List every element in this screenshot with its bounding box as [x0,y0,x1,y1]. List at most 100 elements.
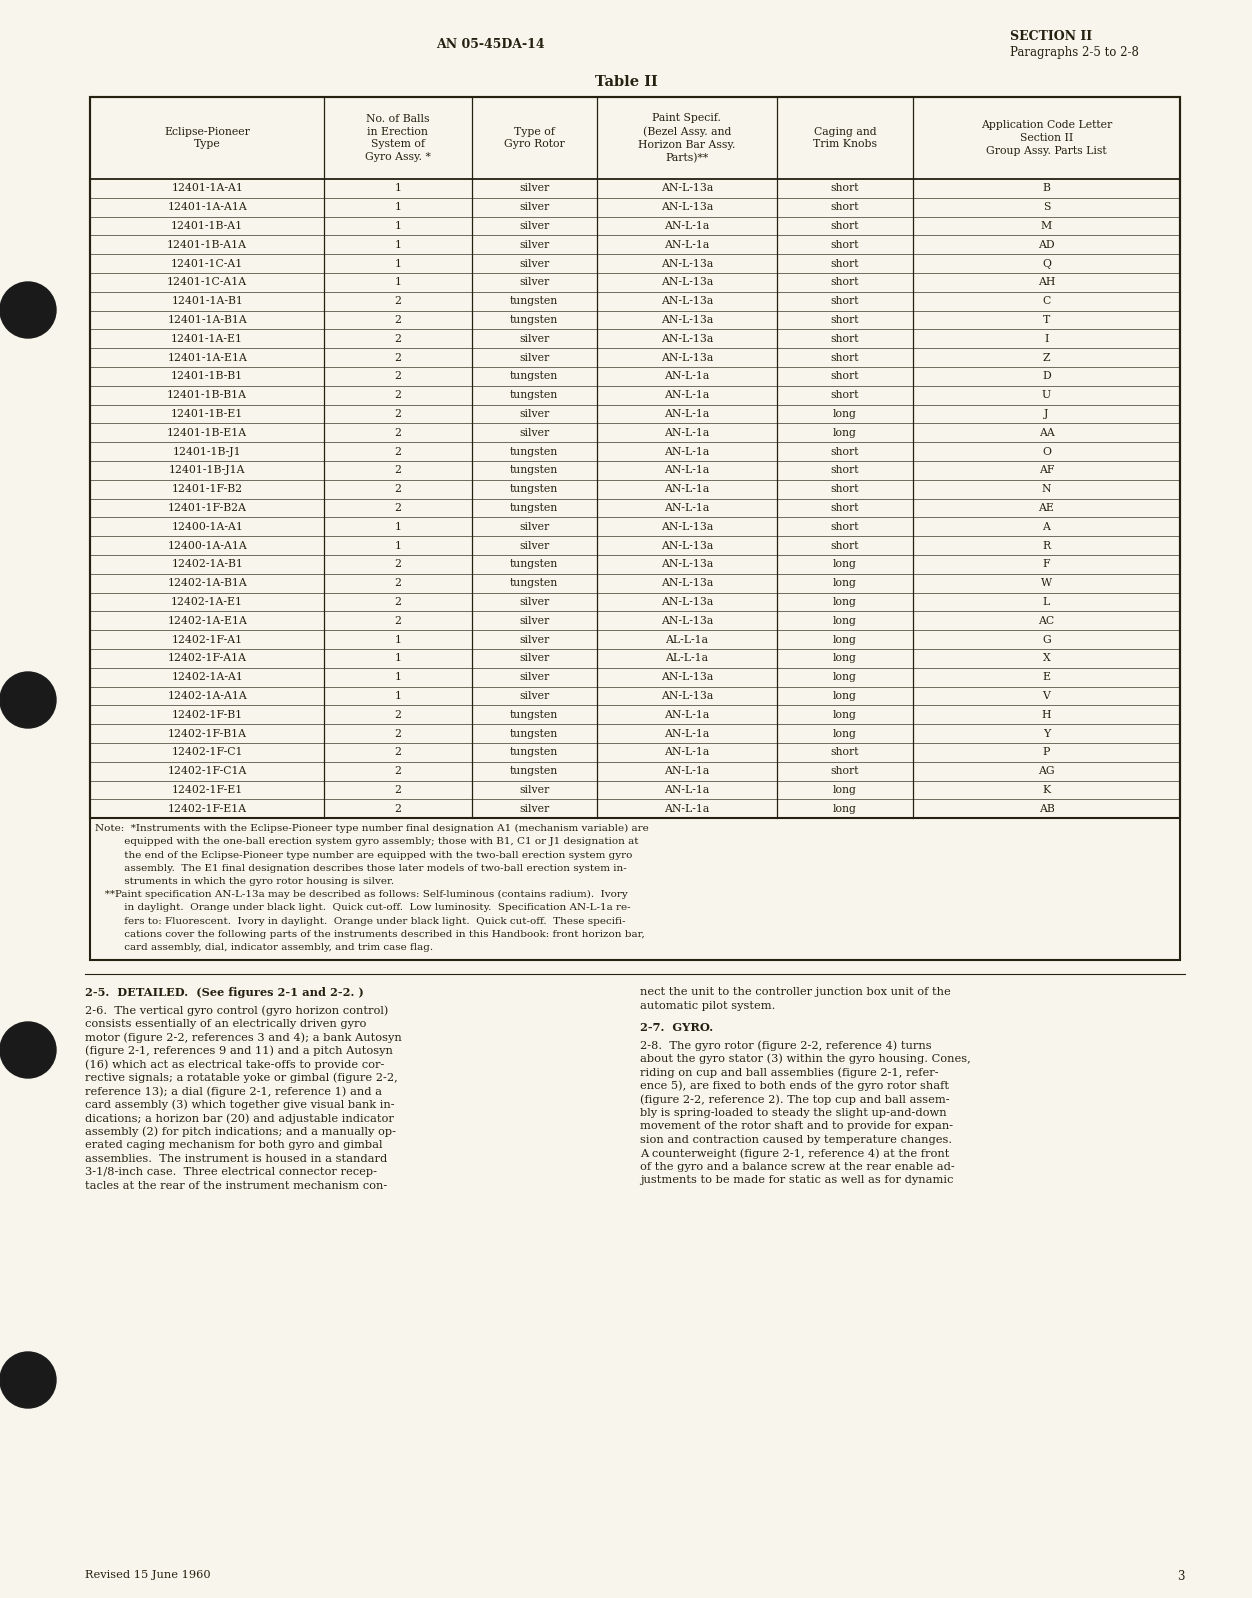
Text: 12402-1F-B1A: 12402-1F-B1A [168,729,247,738]
Circle shape [0,673,56,729]
Text: Paragraphs 2-5 to 2-8: Paragraphs 2-5 to 2-8 [1010,46,1139,59]
Text: 1: 1 [394,259,402,268]
Text: 12401-1B-B1A: 12401-1B-B1A [168,390,247,400]
Text: tungsten: tungsten [510,503,558,513]
Text: 12401-1C-A1: 12401-1C-A1 [172,259,243,268]
Text: erated caging mechanism for both gyro and gimbal: erated caging mechanism for both gyro an… [85,1141,383,1151]
Text: 2: 2 [394,409,402,419]
Text: about the gyro stator (3) within the gyro housing. Cones,: about the gyro stator (3) within the gyr… [640,1053,970,1064]
Text: 2: 2 [394,484,402,494]
Text: tacles at the rear of the instrument mechanism con-: tacles at the rear of the instrument mec… [85,1181,387,1191]
Text: cations cover the following parts of the instruments described in this Handbook:: cations cover the following parts of the… [95,930,645,938]
Text: equipped with the one-ball erection system gyro assembly; those with B1, C1 or J: equipped with the one-ball erection syst… [95,837,639,847]
Text: long: long [833,673,856,682]
Text: reference 13); a dial (figure 2-1, reference 1) and a: reference 13); a dial (figure 2-1, refer… [85,1087,382,1096]
Text: 2: 2 [394,578,402,588]
Text: AN-L-1a: AN-L-1a [664,371,710,382]
Text: silver: silver [520,221,550,232]
Text: long: long [833,654,856,663]
Text: 12401-1F-B2A: 12401-1F-B2A [168,503,247,513]
Text: AN-L-1a: AN-L-1a [664,484,710,494]
Text: 1: 1 [394,690,402,702]
Text: AE: AE [1039,503,1054,513]
Text: O: O [1042,446,1050,457]
Text: AF: AF [1039,465,1054,475]
Text: AN 05-45DA-14: AN 05-45DA-14 [436,38,545,51]
Text: G: G [1042,634,1050,644]
Text: AN-L-1a: AN-L-1a [664,428,710,438]
Text: 12400-1A-A1: 12400-1A-A1 [172,523,243,532]
Text: 12401-1B-E1A: 12401-1B-E1A [167,428,247,438]
Text: D: D [1042,371,1050,382]
Text: 12402-1F-C1: 12402-1F-C1 [172,748,243,757]
Text: ence 5), are fixed to both ends of the gyro rotor shaft: ence 5), are fixed to both ends of the g… [640,1080,949,1091]
Text: 2: 2 [394,785,402,794]
Text: card assembly (3) which together give visual bank in-: card assembly (3) which together give vi… [85,1099,394,1111]
Text: silver: silver [520,804,550,813]
Text: S: S [1043,203,1050,213]
Text: B: B [1043,184,1050,193]
Text: long: long [833,690,856,702]
Text: X: X [1043,654,1050,663]
Text: long: long [833,615,856,626]
Text: AL-L-1a: AL-L-1a [665,634,709,644]
Text: 12401-1B-B1: 12401-1B-B1 [172,371,243,382]
Text: V: V [1043,690,1050,702]
Text: Y: Y [1043,729,1050,738]
Text: 2-5.  DETAILED.  (See figures 2-1 and 2-2. ): 2-5. DETAILED. (See figures 2-1 and 2-2.… [85,988,364,999]
Circle shape [0,281,56,339]
Text: AN-L-1a: AN-L-1a [664,240,710,249]
Text: of the gyro and a balance screw at the rear enable ad-: of the gyro and a balance screw at the r… [640,1162,955,1171]
Text: in daylight.  Orange under black light.  Quick cut-off.  Low luminosity.  Specif: in daylight. Orange under black light. Q… [95,903,631,912]
Text: short: short [830,484,859,494]
Text: 1: 1 [394,278,402,288]
Text: AN-L-13a: AN-L-13a [661,540,712,551]
Text: J: J [1044,409,1049,419]
Text: long: long [833,578,856,588]
Text: 2: 2 [394,315,402,324]
Text: short: short [830,353,859,363]
Text: 12402-1A-E1: 12402-1A-E1 [172,598,243,607]
Text: silver: silver [520,278,550,288]
Text: 2-8.  The gyro rotor (figure 2-2, reference 4) turns: 2-8. The gyro rotor (figure 2-2, referen… [640,1040,931,1051]
Text: AN-L-1a: AN-L-1a [664,729,710,738]
Text: Caging and
Trim Knobs: Caging and Trim Knobs [813,126,876,149]
Text: C: C [1043,296,1050,307]
Text: silver: silver [520,334,550,344]
Text: AN-L-13a: AN-L-13a [661,523,712,532]
Text: AN-L-1a: AN-L-1a [664,710,710,719]
Text: AN-L-1a: AN-L-1a [664,221,710,232]
Text: 12401-1A-A1A: 12401-1A-A1A [168,203,247,213]
Text: AN-L-1a: AN-L-1a [664,409,710,419]
Text: 12400-1A-A1A: 12400-1A-A1A [168,540,247,551]
Text: short: short [830,296,859,307]
Text: 1: 1 [394,634,402,644]
Text: silver: silver [520,259,550,268]
Text: AN-L-13a: AN-L-13a [661,296,712,307]
Text: long: long [833,804,856,813]
Text: P: P [1043,748,1050,757]
Text: AN-L-1a: AN-L-1a [664,465,710,475]
Circle shape [0,1023,56,1079]
Text: tungsten: tungsten [510,465,558,475]
Text: AN-L-13a: AN-L-13a [661,615,712,626]
Text: 1: 1 [394,523,402,532]
Text: silver: silver [520,428,550,438]
Bar [90,97,1179,960]
Text: silver: silver [520,184,550,193]
Text: tungsten: tungsten [510,484,558,494]
Text: silver: silver [520,540,550,551]
Text: H: H [1042,710,1052,719]
Text: AC: AC [1038,615,1054,626]
Text: AG: AG [1038,765,1054,777]
Text: tungsten: tungsten [510,390,558,400]
Text: R: R [1043,540,1050,551]
Text: assembly.  The E1 final designation describes those later models of two-ball ere: assembly. The E1 final designation descr… [95,865,627,873]
Text: card assembly, dial, indicator assembly, and trim case flag.: card assembly, dial, indicator assembly,… [95,943,433,952]
Text: rective signals; a rotatable yoke or gimbal (figure 2-2,: rective signals; a rotatable yoke or gim… [85,1072,398,1083]
Text: 1: 1 [394,654,402,663]
Text: bly is spring-loaded to steady the slight up-and-down: bly is spring-loaded to steady the sligh… [640,1107,947,1117]
Text: fers to: Fluorescent.  Ivory in daylight.  Orange under black light.  Quick cut-: fers to: Fluorescent. Ivory in daylight.… [95,917,626,925]
Text: 2: 2 [394,598,402,607]
Text: 2: 2 [394,804,402,813]
